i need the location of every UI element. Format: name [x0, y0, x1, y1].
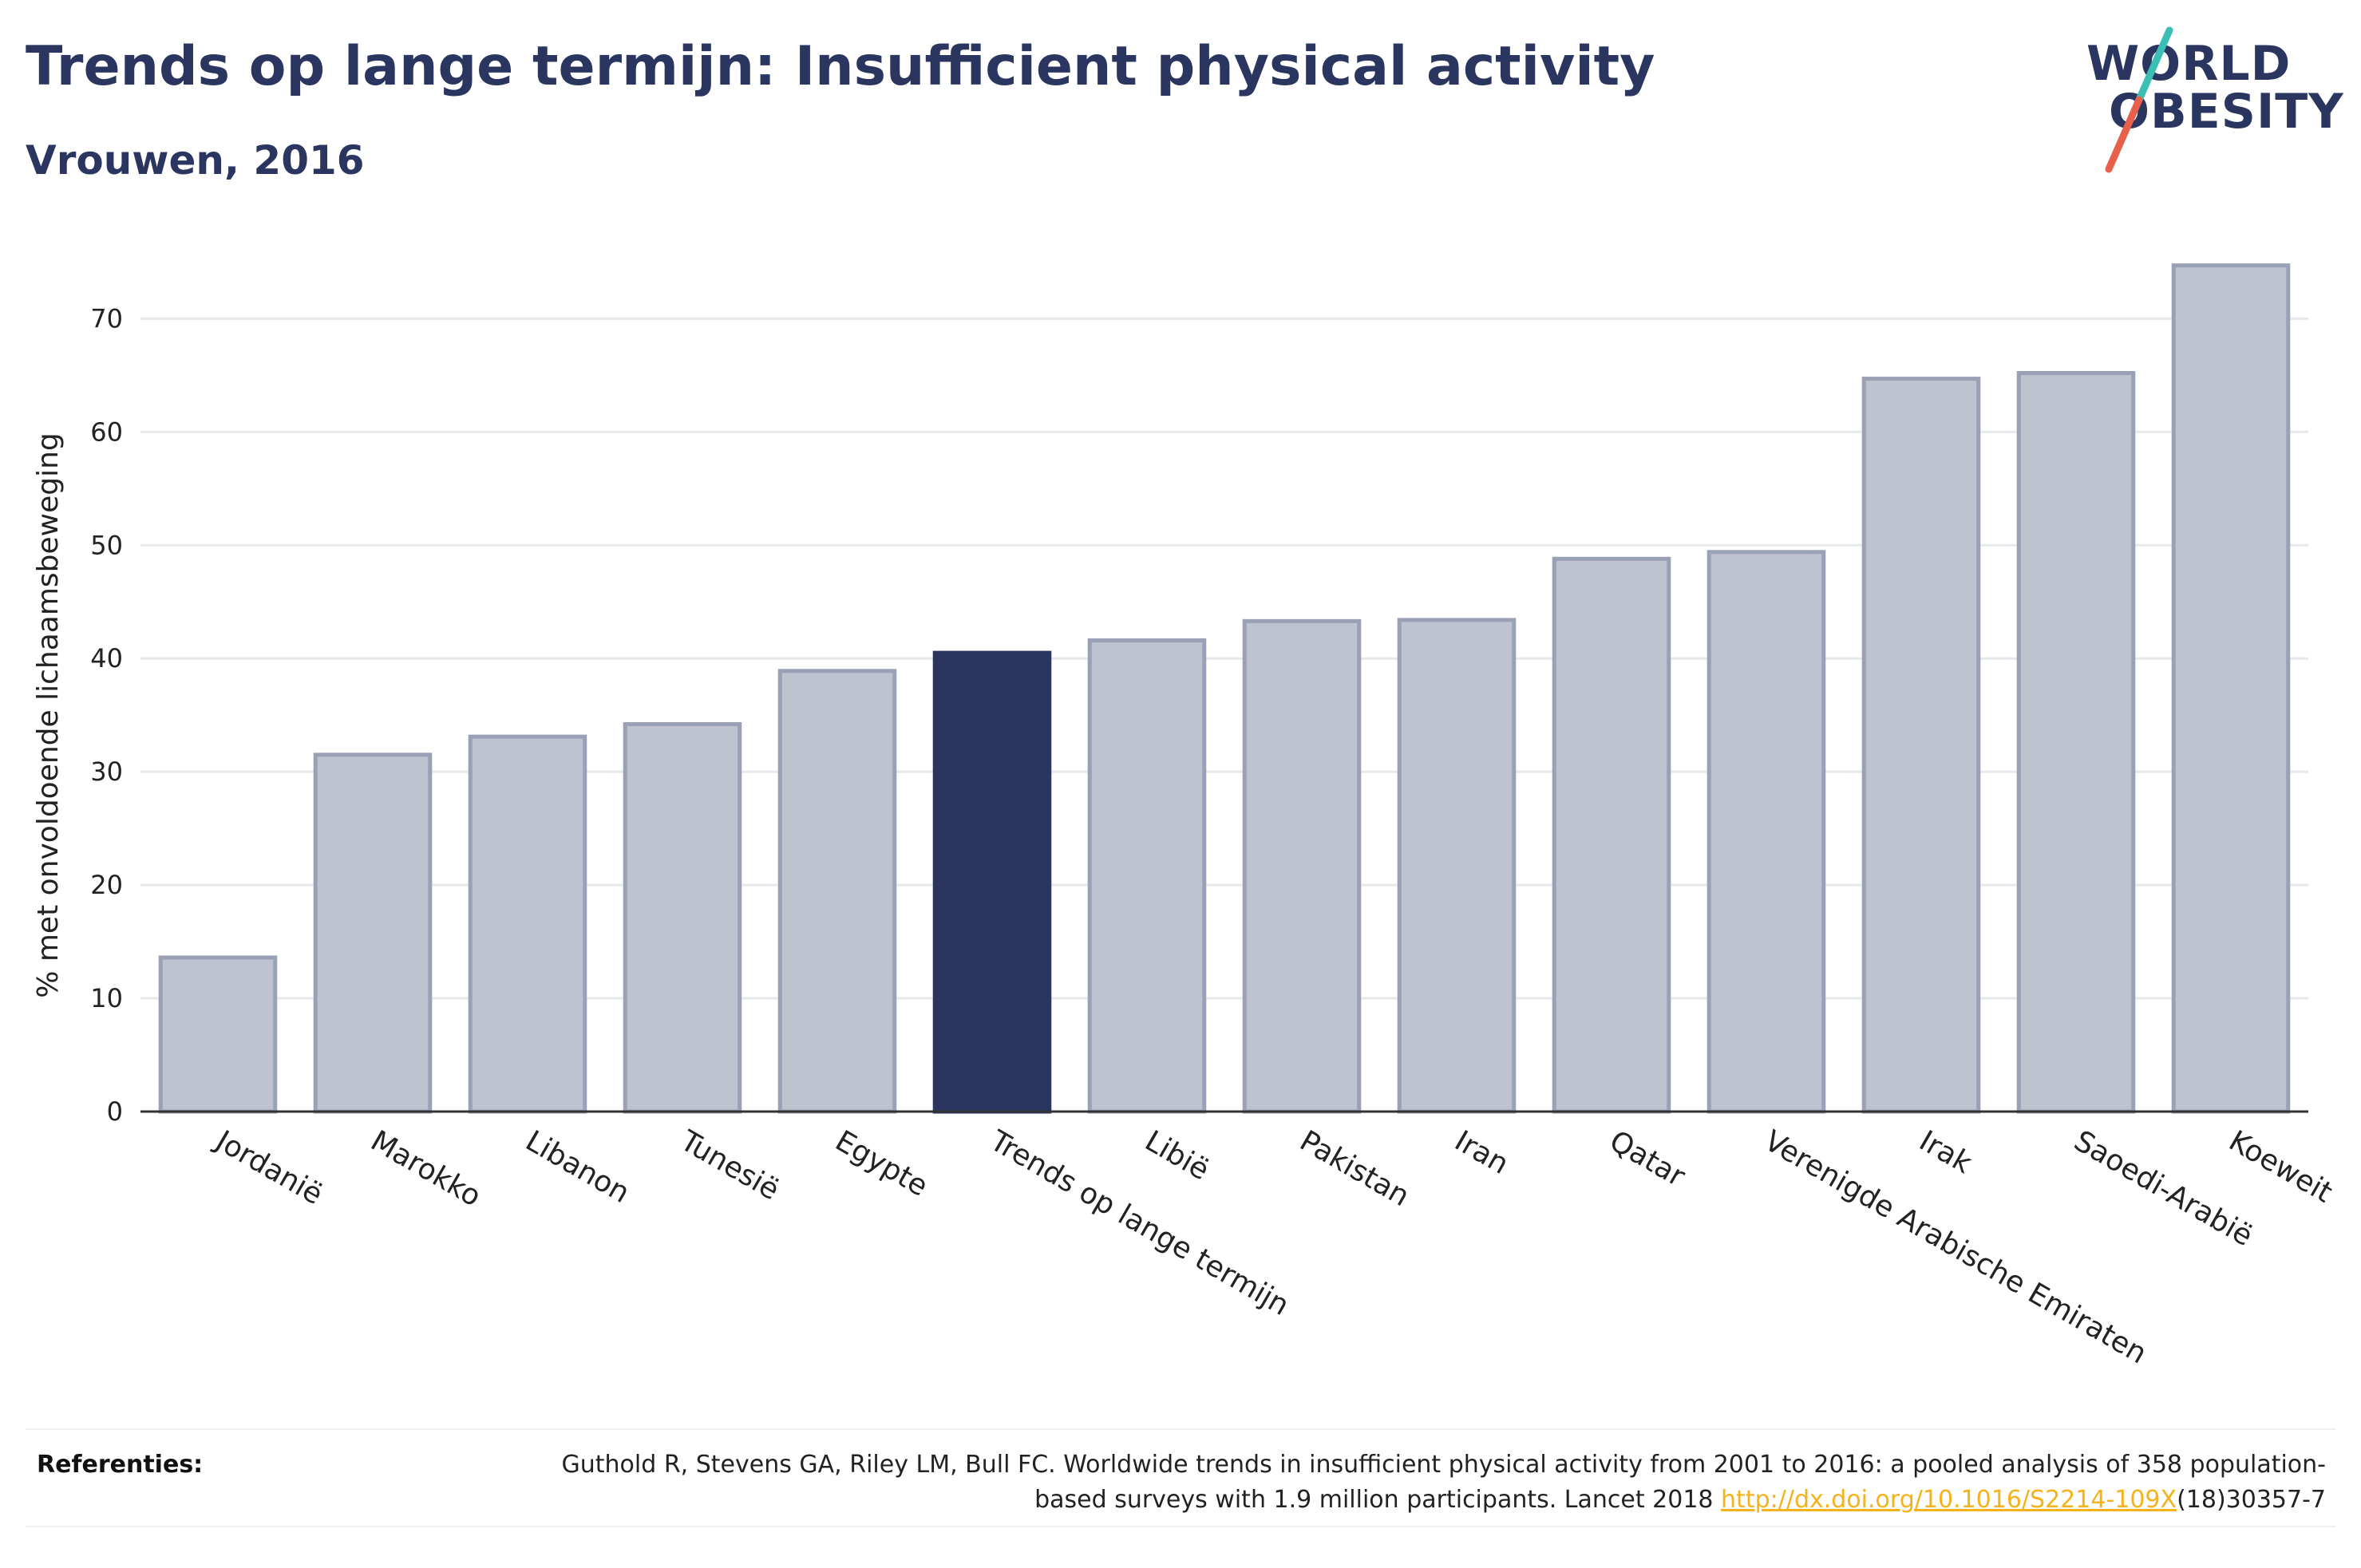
logo-line2: OBESITY: [2109, 84, 2344, 140]
y-tick-label: 40: [90, 643, 123, 673]
grid-lines: [140, 317, 2308, 1000]
bar-libanon[interactable]: [468, 734, 587, 1114]
x-tick-label: Iran: [1449, 1124, 1514, 1181]
bars: [158, 263, 2291, 1114]
logo-slash-bottom: [2105, 96, 2143, 173]
x-tick-label: Qatar: [1604, 1124, 1691, 1193]
logo-line1: WORLD: [2086, 36, 2291, 92]
y-axis-title: % met onvoldoende lichaamsbeweging: [32, 432, 65, 998]
bar-verenigde-arabische-emiraten[interactable]: [1706, 550, 1826, 1114]
bar-jordani-[interactable]: [158, 955, 278, 1114]
world-obesity-logo: WORLD OBESITY: [2086, 26, 2344, 173]
x-tick-label: Tunesië: [674, 1124, 785, 1207]
x-tick-label: Pakistan: [1295, 1124, 1415, 1213]
bar-koeweit[interactable]: [2171, 263, 2291, 1114]
bar-chart: 0 10 20 30 40 50 60 70 % met onvoldoende lichaam…: [32, 263, 2338, 1370]
bar-marokko[interactable]: [313, 752, 433, 1114]
y-tick-label: 20: [90, 870, 123, 900]
reference-link[interactable]: http://dx.doi.org/10.1016/S2214-109X: [1721, 1486, 2177, 1514]
x-tick-label: Libanon: [520, 1124, 635, 1210]
bar-iran[interactable]: [1397, 618, 1517, 1114]
x-tick-label: Koeweit: [2224, 1124, 2338, 1209]
x-tick-label: Libië: [1140, 1124, 1215, 1187]
x-tick-label: Irak: [1914, 1124, 1978, 1180]
reference-suffix: (18)30357-7: [2177, 1486, 2326, 1514]
bar-pakistan[interactable]: [1242, 618, 1362, 1114]
x-tick-label: Trends op lange termijn: [984, 1124, 1295, 1322]
bar-libi-[interactable]: [1087, 638, 1207, 1114]
chart-subtitle: Vrouwen, 2016: [26, 137, 365, 184]
x-tick-label: Marokko: [366, 1124, 487, 1213]
bar-saoedi-arabi-[interactable]: [2016, 370, 2136, 1114]
bar-tunesi-[interactable]: [623, 722, 742, 1114]
y-tick-label: 0: [107, 1096, 123, 1127]
y-tick-label: 10: [90, 983, 123, 1013]
references-label: Referenties:: [37, 1451, 204, 1479]
reference-citation: Guthold R, Stevens GA, Riley LM, Bull FC…: [561, 1451, 2326, 1514]
x-tick-label: Egypte: [830, 1124, 934, 1203]
bar-qatar[interactable]: [1552, 556, 1671, 1114]
y-tick-label: 70: [90, 303, 123, 334]
y-tick-label: 30: [90, 756, 123, 787]
reference-text: Guthold R, Stevens GA, Riley LM, Bull FC…: [490, 1448, 2326, 1518]
bar-trends-op-lange-termijn[interactable]: [932, 650, 1052, 1114]
bar-egypte[interactable]: [777, 669, 897, 1114]
y-tick-label: 60: [90, 417, 123, 447]
logo-slash-top: [2135, 26, 2173, 104]
chart-title: Trends op lange termijn: Insufficient ph…: [26, 35, 1655, 98]
x-tick-label: Jordanië: [209, 1124, 328, 1211]
footer-divider-top: [26, 1428, 2335, 1430]
footer-divider-bottom: [26, 1526, 2335, 1527]
y-tick-label: 50: [90, 530, 123, 560]
bar-irak[interactable]: [1861, 377, 1981, 1114]
